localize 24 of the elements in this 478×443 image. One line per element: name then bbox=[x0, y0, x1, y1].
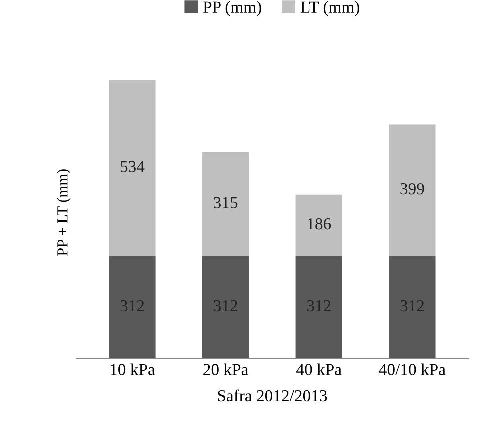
legend-label: LT (mm) bbox=[300, 1, 360, 16]
data-label: 312 bbox=[214, 300, 238, 312]
bar bbox=[202, 152, 250, 256]
x-tick-label: 40 kPa bbox=[296, 364, 342, 376]
bar bbox=[109, 80, 156, 256]
data-label: 186 bbox=[308, 218, 332, 230]
x-tick-label: 20 kPa bbox=[204, 364, 248, 376]
legend-label: PP (mm) bbox=[204, 1, 262, 16]
x-tick-label: 10 kPa bbox=[111, 364, 156, 376]
bar bbox=[389, 256, 436, 359]
bar bbox=[296, 194, 342, 256]
x-axis-title: Safra 2012/2013 bbox=[218, 390, 328, 402]
data-label: 312 bbox=[400, 300, 424, 312]
bar bbox=[202, 256, 250, 359]
data-label: 399 bbox=[400, 183, 424, 195]
y-axis-title: PP + LT (mm) bbox=[57, 170, 71, 256]
data-label: 315 bbox=[214, 197, 238, 208]
data-label: 312 bbox=[307, 300, 331, 312]
x-tick-label: 40/10 kPa bbox=[379, 364, 446, 376]
bar bbox=[296, 256, 342, 359]
data-label: 312 bbox=[120, 300, 144, 312]
data-label: 534 bbox=[120, 161, 145, 172]
bar bbox=[389, 124, 436, 256]
bar bbox=[109, 256, 156, 359]
